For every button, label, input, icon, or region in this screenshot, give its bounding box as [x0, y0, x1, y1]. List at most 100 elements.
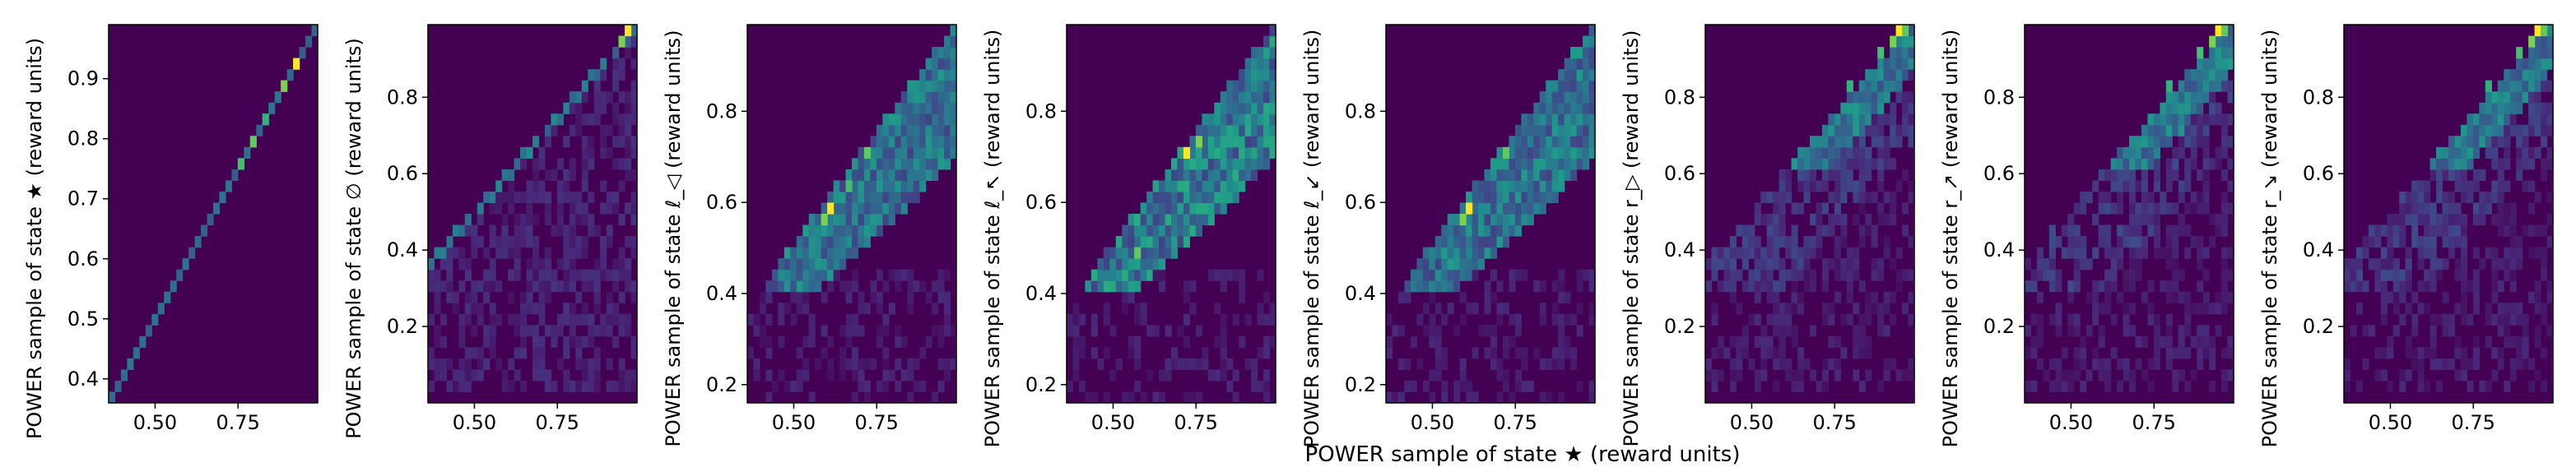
- heatmap-cell: [2036, 335, 2044, 348]
- heatmap-cell: [2534, 247, 2541, 259]
- heatmap-cell: [2147, 191, 2155, 204]
- heatmap-cell: [852, 391, 859, 404]
- heatmap-cell: [483, 325, 491, 337]
- heatmap-cell: [771, 380, 779, 393]
- heatmap-cell: [2073, 369, 2081, 381]
- heatmap-cell: [1244, 136, 1252, 148]
- heatmap-cell: [827, 258, 835, 270]
- heatmap-cell: [2541, 80, 2548, 92]
- heatmap-cell: [1539, 391, 1546, 404]
- heatmap-cell: [907, 191, 914, 204]
- heatmap-cell: [2098, 191, 2105, 204]
- heatmap-cell: [2104, 369, 2112, 381]
- heatmap-cell: [1570, 313, 1578, 326]
- heatmap-cell: [464, 214, 472, 226]
- heatmap-cell: [2522, 325, 2529, 337]
- heatmap-cell: [1723, 347, 1731, 359]
- heatmap-cell: [1766, 313, 1774, 326]
- heatmap-cell: [2110, 169, 2118, 182]
- heatmap-cell: [1502, 236, 1510, 248]
- heatmap-cell: [182, 258, 189, 270]
- heatmap-cell: [2374, 258, 2382, 270]
- heatmap-cell: [944, 58, 951, 70]
- heatmap-cell: [2184, 347, 2192, 359]
- heatmap-cell: [1821, 269, 1830, 281]
- heatmap-cell-peak: [262, 113, 269, 126]
- heatmap-cell: [1773, 224, 1780, 237]
- heatmap-cell: [1146, 325, 1154, 337]
- heatmap-cell: [765, 347, 773, 359]
- heatmap-cell: [808, 224, 816, 237]
- heatmap-cell: [2073, 325, 2081, 337]
- heatmap-cell: [863, 214, 872, 226]
- heatmap-cell: [612, 136, 620, 148]
- heatmap-cell: [1251, 47, 1258, 59]
- heatmap-cell: [1134, 224, 1142, 237]
- heatmap-cell: [2190, 303, 2197, 315]
- heatmap-cell: [2141, 335, 2149, 348]
- heatmap-cell: [588, 280, 595, 293]
- heatmap-cell: [1797, 269, 1805, 281]
- heatmap-cell: [1165, 214, 1172, 226]
- heatmap-cell: [2491, 124, 2499, 136]
- heatmap-cell: [1527, 180, 1534, 192]
- heatmap-cell: [944, 69, 951, 81]
- heatmap-cell: [544, 291, 552, 303]
- heatmap-cell: [2221, 303, 2229, 315]
- heatmap-cell: [1521, 202, 1528, 215]
- heatmap-cell: [2541, 258, 2548, 270]
- heatmap-cell: [833, 224, 840, 237]
- heatmap-cell: [2460, 236, 2468, 248]
- heatmap-cell: [808, 269, 816, 281]
- heatmap-cell: [1546, 146, 1553, 159]
- heatmap-cell: [888, 303, 895, 315]
- heatmap-cell: [1159, 247, 1166, 259]
- heatmap-cell: [2417, 236, 2425, 248]
- heatmap-cell: [2355, 303, 2364, 315]
- heatmap-cell: [2147, 313, 2155, 326]
- heatmap-cell: [2448, 146, 2456, 159]
- heatmap-cell: [606, 380, 613, 393]
- heatmap-cell: [1840, 124, 1848, 136]
- heatmap-cell: [1588, 280, 1596, 293]
- heatmap-cell: [575, 191, 583, 204]
- heatmap-cell: [556, 325, 564, 337]
- heatmap-cell: [1576, 146, 1583, 159]
- heatmap-cell: [114, 380, 122, 393]
- heatmap-cell: [434, 335, 441, 348]
- heatmap-cell: [630, 236, 638, 248]
- heatmap-cell: [2454, 347, 2462, 359]
- heatmap-cell: [2202, 69, 2210, 81]
- heatmap-cell: [2442, 325, 2449, 337]
- heatmap-cell: [625, 313, 632, 326]
- heatmap-cell: [2227, 269, 2234, 281]
- heatmap-cell: [1883, 80, 1890, 92]
- heatmap-cell: [2160, 136, 2167, 148]
- heatmap-cell: [796, 303, 803, 315]
- heatmap-cell: [2472, 280, 2480, 293]
- heatmap-cell: [895, 335, 902, 348]
- heatmap-cell: [2344, 269, 2351, 281]
- heatmap-cell: [2184, 158, 2192, 170]
- heatmap-cell: [1090, 391, 1098, 404]
- heatmap-cell: [2516, 169, 2523, 182]
- heatmap-cell: [2344, 358, 2351, 371]
- heatmap-cell: [2147, 358, 2155, 371]
- heatmap-cell: [2541, 247, 2548, 259]
- heatmap-cell: [1736, 224, 1743, 237]
- heatmap-cell: [1496, 214, 1504, 226]
- heatmap-cell: [852, 202, 859, 215]
- heatmap-cell: [2209, 58, 2216, 70]
- heatmap-cell: [1269, 335, 1276, 348]
- heatmap-cell: [526, 202, 533, 215]
- heatmap-cell: [1840, 146, 1848, 159]
- heatmap-cell: [483, 291, 491, 303]
- heatmap-cell: [2202, 136, 2210, 148]
- heatmap-cell: [618, 325, 625, 337]
- heatmap-cell: [618, 158, 625, 170]
- heatmap-cell: [1251, 80, 1258, 92]
- heatmap-cell: [428, 258, 435, 270]
- heatmap-cell: [1244, 58, 1252, 70]
- heatmap-cell: [588, 136, 595, 148]
- heatmap-cell: [913, 146, 920, 159]
